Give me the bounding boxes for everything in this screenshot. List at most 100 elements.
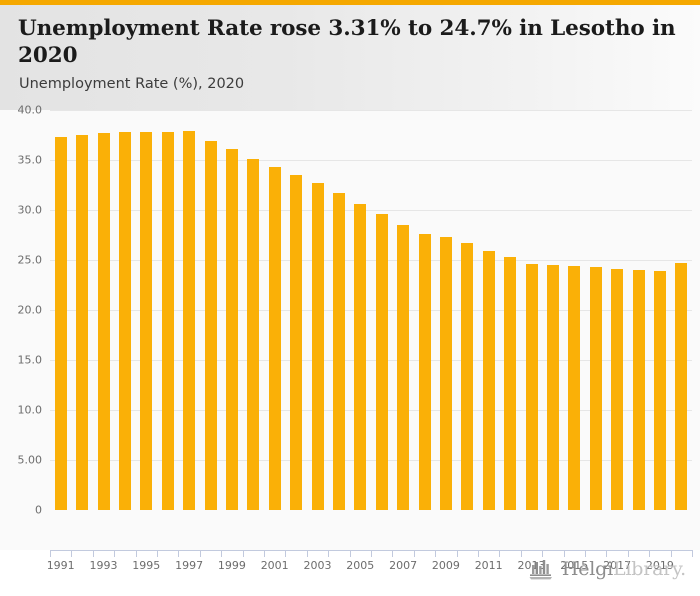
bar[interactable] [97,133,110,510]
bar[interactable] [375,214,388,510]
y-tick-label: 25.0 [17,253,43,267]
bar[interactable] [504,257,517,510]
x-tick-label: 2013 [517,559,546,572]
y-axis: 0 5.00 10.0 15.0 20.0 25.0 30.0 35.0 40.0 [0,104,46,550]
gridline [50,260,692,261]
x-tick [114,550,116,557]
x-tick-label: 2007 [389,559,418,572]
bar-series [50,110,692,510]
bar[interactable] [653,271,666,510]
bar[interactable] [140,132,153,510]
x-tick [349,550,351,557]
logo-secondary-text: Library. [613,558,686,580]
x-tick [50,550,51,557]
bar[interactable] [204,141,217,510]
bar[interactable] [311,183,324,510]
x-tick [157,550,158,557]
x-tick-label: 1999 [217,559,246,572]
logo-primary-text: Helgi [561,558,613,580]
bar[interactable] [225,149,238,510]
y-tick-label: 0 [35,503,42,517]
bar[interactable] [568,266,581,510]
bar[interactable] [290,175,303,510]
x-tick [499,550,501,557]
x-tick [649,550,651,557]
chart-subtitle: Unemployment Rate (%), 2020 [19,76,245,93]
x-tick [221,550,223,557]
helgi-library-logo[interactable]: HelgiLibrary. [529,558,686,580]
x-tick [627,550,629,557]
x-tick [92,550,94,557]
bar[interactable] [354,204,367,510]
bar-chart-building-icon [529,560,552,580]
bar[interactable] [482,251,495,510]
bar[interactable] [247,159,260,510]
x-tick [563,550,565,557]
x-tick [328,550,330,557]
x-tick [520,550,522,557]
gridlines [50,110,692,550]
x-tick-label: 2001 [260,559,289,572]
bar[interactable] [632,270,645,510]
bar[interactable] [268,167,281,510]
bar[interactable] [332,193,345,510]
y-tick-label: 20.0 [17,303,43,317]
x-tick-label: 2019 [645,559,674,572]
gridline [50,460,692,461]
x-tick [392,550,394,557]
gridline [50,210,692,211]
bar[interactable] [54,137,67,510]
bar[interactable] [675,263,688,510]
bar[interactable] [461,243,474,510]
x-tick-label: 2011 [474,559,503,572]
x-tick [606,550,608,557]
x-tick [670,550,672,557]
x-tick [285,550,287,557]
bar[interactable] [525,264,538,510]
gridline [50,360,692,361]
x-tick [199,550,201,557]
x-tick [478,550,479,557]
y-tick-label: 30.0 [17,203,43,217]
x-tick-label: 1993 [89,559,118,572]
x-tick [435,550,437,557]
bar[interactable] [589,267,602,510]
x-tick-label: 2005 [346,559,375,572]
x-tick [135,550,137,557]
x-tick-label: 2009 [431,559,460,572]
x-tick [71,550,73,557]
plot-area: 0 5.00 10.0 15.0 20.0 25.0 30.0 35.0 40.0 [0,104,700,550]
x-tick [692,550,693,557]
y-tick-label: 15.0 [17,353,43,367]
bar[interactable] [397,225,410,510]
x-tick [542,550,544,557]
bar[interactable] [118,132,131,510]
x-tick-label: 2017 [603,559,632,572]
x-tick [242,550,244,557]
gridline [50,410,692,411]
x-tick-label: 1991 [46,559,75,572]
y-tick-label: 5.00 [17,453,43,467]
bar[interactable] [161,132,174,510]
gridline [50,160,692,161]
bar[interactable] [546,265,559,510]
bar[interactable] [183,131,196,510]
x-tick [306,550,308,557]
gridline [50,110,692,111]
bar[interactable] [611,269,624,510]
y-tick-label: 40.0 [17,103,43,117]
top-accent-rule [0,0,700,5]
x-tick [264,550,265,557]
x-tick-label: 1997 [175,559,204,572]
bar[interactable] [418,234,431,510]
x-tick [585,550,586,557]
chart-header: Unemployment Rate rose 3.31% to 24.7% in… [0,5,700,110]
x-tick-label: 1995 [132,559,161,572]
y-tick-label: 10.0 [17,403,43,417]
bar[interactable] [439,237,452,510]
y-tick-label: 35.0 [17,153,43,167]
bar[interactable] [76,135,89,510]
gridline [50,310,692,311]
x-tick [178,550,180,557]
